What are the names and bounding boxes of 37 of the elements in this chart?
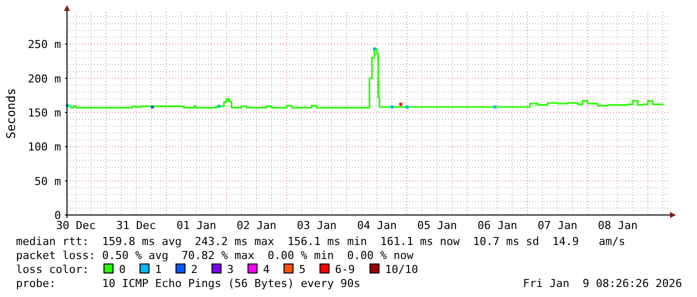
text: probe: 10 ICMP Echo Pings (56 Bytes) every 90s (16, 277, 360, 290)
x-tick-label: 01 Jan (176, 219, 216, 232)
legend-label: 0 (119, 263, 126, 276)
x-tick-label: 30 Dec (56, 219, 96, 232)
text: Fri Jan 9 08:26:26 2026 (523, 277, 682, 290)
point (406, 106, 409, 109)
legend-label: 6-9 (335, 263, 355, 276)
text: median rtt: 159.8 ms avg 243.2 ms max 156.1 ms min 161.1 ms now 10.7 ms sd 14.9 am/s (16, 235, 626, 248)
text: packet loss: 0.50 % avg 70.82 % max 0.00 % min 0.00 % now (16, 249, 414, 262)
y-tick-label: 100 m (28, 140, 62, 154)
point (493, 106, 496, 109)
x-tick-label: 02 Jan (236, 219, 276, 232)
legend-label: 10/10 (385, 263, 418, 276)
point (390, 106, 394, 109)
y-axis-title: Seconds (4, 88, 18, 139)
legend-label: 3 (227, 263, 234, 276)
y-tick-label: 200 m (28, 72, 62, 86)
point (372, 47, 376, 50)
legend-label: 1 (155, 263, 162, 276)
legend-label: 4 (263, 263, 270, 276)
legend-label: 5 (299, 263, 306, 276)
y-tick-label: 250 m (28, 38, 62, 52)
y-tick-label: 50 m (34, 174, 62, 188)
x-tick-label: 08 Jan (598, 219, 638, 232)
point (217, 104, 220, 108)
y-tick-label: 150 m (28, 106, 62, 120)
y-tick-label: 0 (54, 209, 61, 222)
x-tick-label: 07 Jan (538, 219, 578, 232)
x-tick-label: 04 Jan (357, 219, 397, 232)
x-tick-label: 03 Jan (296, 219, 337, 232)
point (150, 106, 154, 109)
legend-title: loss color: (16, 263, 89, 276)
legend-label: 2 (191, 263, 198, 276)
point (399, 102, 402, 106)
x-tick-label: 05 Jan (417, 219, 458, 232)
x-tick-label: 06 Jan (477, 219, 518, 232)
x-tick-label: 31 Dec (116, 219, 156, 232)
